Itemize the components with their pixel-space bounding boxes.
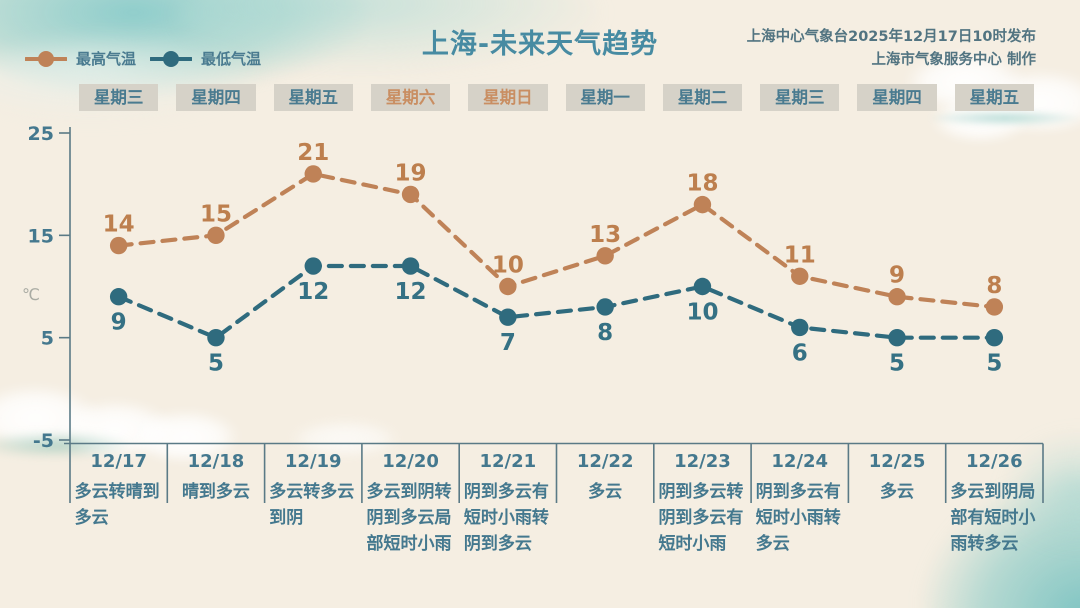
low-temp-value-label: 7 [500, 330, 516, 356]
forecast-cell-2: 12/19 多云转多云到阴 [265, 451, 362, 557]
forecast-date: 12/25 [868, 451, 926, 472]
forecast-weather-text: 阴到多云转阴到多云有短时小雨 [658, 482, 744, 554]
forecast-weather-text: 阴到多云有短时小雨转阴到多云 [463, 482, 549, 554]
high-temp-point [985, 298, 1004, 316]
forecast-weather-text: 晴到多云 [181, 482, 250, 502]
low-temp-value-label: 10 [686, 300, 718, 326]
forecast-date: 12/24 [771, 451, 829, 472]
forecast-date: 12/22 [576, 451, 634, 472]
forecast-cell-4: 12/21 阴到多云有短时小雨转阴到多云 [459, 451, 556, 557]
forecast-cell-0: 12/17 多云转晴到多云 [70, 451, 167, 557]
forecast-date: 12/18 [187, 451, 245, 472]
weekday-header-4: 星期日 [468, 84, 548, 111]
forecast-weather-text: 多云转晴到多云 [74, 482, 160, 528]
forecast-date: 12/26 [966, 451, 1023, 472]
low-temp-point [499, 308, 517, 326]
high-temp-value-label: 11 [784, 242, 816, 268]
publisher-line-2: 上海市气象服务中心 制作 [871, 52, 1036, 68]
low-temp-point [985, 328, 1004, 347]
low-temp-value-label: 5 [208, 351, 224, 377]
y-axis-tick-label: 15 [28, 225, 54, 247]
y-axis-tick-label: 25 [28, 123, 54, 145]
high-temp-value-label: 8 [986, 273, 1002, 299]
high-temp-value-label: 18 [686, 171, 718, 197]
low-temp-line [116, 263, 997, 341]
high-temp-point [207, 226, 225, 245]
high-temp-line [116, 171, 997, 310]
high-temp-value-label: 9 [889, 263, 905, 289]
high-temp-point [791, 267, 809, 285]
high-temp-value-label: 13 [589, 222, 621, 248]
weekday-header-0: 星期三 [79, 84, 159, 111]
forecast-cell-5: 12/22 多云 [557, 451, 654, 557]
publisher-info: 上海中心气象台2025年12月17日10时发布 上海市气象服务中心 制作 [747, 26, 1036, 72]
low-temp-value-label: 9 [111, 310, 127, 336]
weekday-header-3: 星期六 [370, 84, 451, 111]
low-temp-value-label: 6 [792, 340, 808, 366]
forecast-weather-text: 多云转多云到阴 [269, 482, 355, 528]
forecast-date: 12/20 [382, 451, 439, 472]
forecast-cell-1: 12/18 晴到多云 [167, 451, 264, 557]
high-temp-value-label: 21 [297, 140, 329, 166]
forecast-cell-9: 12/26 多云到阴局部有短时小雨转多云 [946, 451, 1043, 557]
high-temp-value-label: 15 [200, 201, 232, 227]
weekday-header-5: 星期一 [565, 84, 645, 111]
low-temp-point [304, 257, 322, 275]
forecast-weather-text: 多云到阴转阴到多云局部短时小雨 [366, 482, 452, 554]
low-temp-point [888, 328, 906, 347]
weekday-header-7: 星期三 [760, 84, 840, 111]
high-temp-value-label: 19 [395, 160, 427, 186]
high-temp-point [109, 236, 128, 255]
forecast-table: 12/17 多云转晴到多云 12/18 晴到多云 12/19 多云转多云到阴 12/20 多云… [70, 451, 1043, 557]
low-temp-point [596, 298, 614, 316]
weekday-header-6: 星期二 [662, 84, 743, 111]
forecast-cell-7: 12/24 阴到多云有短时小雨转多云 [751, 451, 848, 557]
high-temp-point [401, 185, 420, 204]
forecast-date: 12/17 [90, 451, 147, 472]
low-temp-value-label: 5 [889, 351, 905, 377]
high-temp-point [304, 165, 322, 183]
high-temp-point [596, 247, 614, 265]
low-temp-value-label: 12 [297, 279, 329, 305]
forecast-cell-6: 12/23 阴到多云转阴到多云有短时小雨 [654, 451, 751, 557]
low-temp-value-label: 12 [395, 279, 427, 305]
forecast-weather-text: 多云 [588, 482, 623, 502]
forecast-weather-text: 阴到多云有短时小雨转多云 [755, 482, 841, 554]
forecast-date: 12/19 [284, 451, 342, 472]
forecast-weather-text: 多云到阴局部有短时小雨转多云 [950, 482, 1036, 554]
forecast-cell-3: 12/20 多云到阴转阴到多云局部短时小雨 [362, 451, 459, 557]
high-temp-point [499, 277, 517, 296]
high-temp-point [888, 288, 906, 306]
weekday-header-row: 星期三 星期四 星期五 星期六 星期日 星期一 星期二 星期三 星期四 星期五 [70, 84, 1043, 111]
low-temp-point [109, 288, 128, 306]
low-temp-point [791, 318, 809, 337]
y-axis-tick-label: -5 [33, 430, 54, 452]
high-temp-value-label: 10 [492, 253, 524, 279]
high-temp-point [693, 195, 712, 214]
y-axis-unit-label: ℃ [22, 285, 40, 304]
high-temp-value-label: 14 [103, 212, 135, 238]
low-temp-point [401, 257, 420, 275]
low-temp-point [693, 277, 712, 296]
weekday-header-9: 星期五 [954, 84, 1034, 111]
weekday-header-2: 星期五 [273, 84, 353, 111]
y-axis-tick-label: 5 [41, 328, 54, 350]
forecast-date: 12/21 [479, 451, 537, 472]
forecast-date: 12/23 [674, 451, 731, 472]
low-temp-point [207, 328, 225, 347]
publisher-line-1: 上海中心气象台2025年12月17日10时发布 [746, 29, 1036, 45]
low-temp-value-label: 5 [986, 351, 1002, 377]
weekday-header-8: 星期四 [857, 84, 937, 111]
low-temp-value-label: 8 [597, 320, 613, 346]
forecast-weather-text: 多云 [880, 482, 915, 502]
weekday-header-1: 星期四 [176, 84, 256, 111]
forecast-cell-8: 12/25 多云 [848, 451, 945, 557]
